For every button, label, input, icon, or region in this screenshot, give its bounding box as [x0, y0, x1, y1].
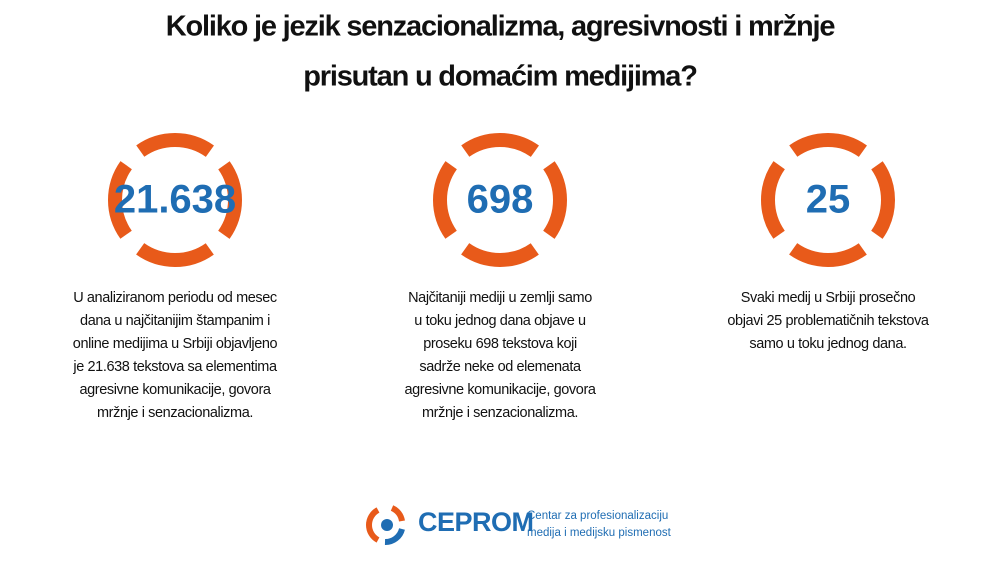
stat-number: 21.638: [114, 178, 236, 222]
stat-number: 25: [806, 178, 851, 222]
stat-number: 698: [467, 178, 534, 222]
logo-text: CEPROM: [418, 507, 534, 537]
logo-arc: [390, 505, 405, 522]
ring: [108, 133, 242, 267]
ring: [433, 133, 567, 267]
title-line: prisutan u domaćim medijima?: [303, 61, 697, 93]
stat-description: Najčitaniji mediji u zemlji samo: [408, 290, 592, 306]
stat-description: objavi 25 problematičnih tekstova: [727, 313, 930, 329]
stat-description: U analiziranom periodu od mesec: [73, 290, 277, 306]
stat-description: samo u toku jednog dana.: [749, 336, 906, 352]
stat-description: proseku 698 tekstova koji: [423, 336, 577, 352]
stat-description: je 21.638 tekstova sa elementima: [72, 359, 278, 375]
stat-description: u toku jednog dana objave u: [414, 313, 586, 329]
logo-arc: [366, 507, 380, 543]
tagline: Centar za profesionalizaciju: [527, 510, 668, 522]
stat-description: sadrže neke od elemenata: [419, 359, 582, 375]
tagline: medija i medijsku pismenost: [527, 527, 672, 539]
stat-description: mržnje i senzacionalizma.: [422, 405, 578, 421]
stat-description: online medijima u Srbiji objavljeno: [73, 336, 278, 352]
stat-description: agresivne komunikacije, govora: [404, 382, 596, 398]
stat-description: Svaki medij u Srbiji prosečno: [741, 290, 916, 306]
stat-description: mržnje i senzacionalizma.: [97, 405, 253, 421]
logo-dot: [381, 519, 393, 531]
ring: [761, 133, 895, 267]
title-line: Koliko je jezik senzacionalizma, agresiv…: [166, 11, 836, 43]
footer-logo: CEPROM Centar za profesionalizaciju medi…: [366, 505, 672, 545]
stats: 21.638 U analiziranom periodu od mesec dan…: [72, 133, 930, 421]
stat-description: agresivne komunikacije, govora: [79, 382, 271, 398]
logo-arc: [384, 528, 405, 545]
title: Koliko je jezik senzacionalizma, agresiv…: [166, 11, 837, 93]
stat-description: dana u najčitanijim štampanim i: [80, 313, 270, 329]
